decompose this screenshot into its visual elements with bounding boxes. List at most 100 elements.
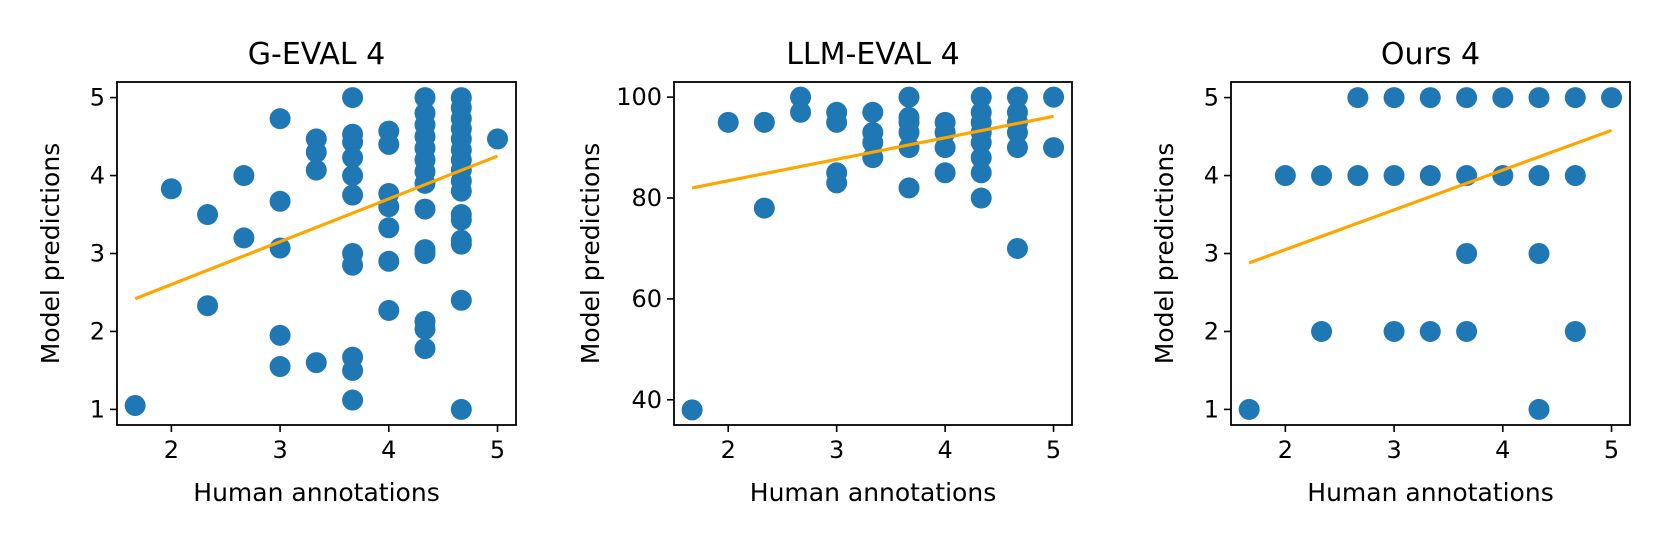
data-point	[305, 352, 327, 374]
data-point	[197, 204, 219, 226]
data-point	[378, 299, 400, 321]
plot-frame	[673, 81, 1073, 426]
data-point	[342, 87, 364, 109]
data-point	[862, 101, 884, 123]
data-point	[197, 295, 219, 317]
y-tick-label: 2	[90, 317, 105, 345]
x-tick-label: 2	[164, 436, 179, 464]
data-point	[414, 338, 436, 360]
trend-line	[134, 154, 499, 301]
y-tick-label: 5	[90, 84, 105, 112]
data-point	[898, 86, 920, 108]
trend-line	[1248, 128, 1613, 265]
data-point	[1238, 398, 1260, 420]
data-point	[1043, 86, 1065, 108]
data-point	[160, 178, 182, 200]
data-point	[1274, 165, 1296, 187]
data-point	[1383, 87, 1405, 109]
data-point	[450, 180, 472, 202]
data-point	[487, 128, 509, 150]
data-point	[1528, 87, 1550, 109]
data-point	[1043, 137, 1065, 159]
data-point	[1528, 165, 1550, 187]
data-point	[342, 254, 364, 276]
data-point	[414, 87, 436, 109]
data-point	[342, 359, 364, 381]
y-tick-label: 80	[631, 184, 662, 212]
y-axis-label: Model predictions	[36, 143, 65, 364]
data-point	[1528, 398, 1550, 420]
x-tick-label: 4	[381, 436, 396, 464]
data-point	[1564, 320, 1586, 342]
data-point	[1456, 87, 1478, 109]
data-point	[1347, 165, 1369, 187]
data-point	[1383, 165, 1405, 187]
chart-title: Ours 4	[1381, 37, 1480, 72]
data-point	[862, 132, 884, 154]
y-axis-label: Model predictions	[1150, 143, 1179, 364]
y-tick-label: 2	[1204, 317, 1219, 345]
data-point	[1564, 165, 1586, 187]
data-point	[269, 356, 291, 378]
data-point	[970, 86, 992, 108]
data-point	[342, 165, 364, 187]
data-point	[1492, 87, 1514, 109]
data-point	[1006, 137, 1028, 159]
data-point	[934, 162, 956, 184]
data-point	[378, 217, 400, 239]
data-point	[450, 398, 472, 420]
data-point	[717, 111, 739, 133]
plot-frame	[116, 81, 517, 426]
data-point	[269, 190, 291, 212]
data-point	[450, 233, 472, 255]
data-point	[970, 187, 992, 209]
data-point	[378, 250, 400, 272]
data-point	[342, 389, 364, 411]
y-axis-label: Model predictions	[576, 143, 605, 364]
data-point	[450, 289, 472, 311]
chart-panel-3: Ours 4 2 3 4 5 1 2 3 4 5 Human annotations Model pr…	[1150, 37, 1631, 507]
data-point	[970, 132, 992, 154]
chart-title: LLM-EVAL 4	[786, 37, 960, 72]
data-point	[233, 165, 255, 187]
data-point	[970, 147, 992, 169]
data-point	[1419, 320, 1441, 342]
y-tick-label: 3	[90, 240, 105, 268]
data-point	[305, 141, 327, 163]
data-point	[753, 197, 775, 219]
y-tick-label: 100	[616, 83, 662, 111]
chart-title: G-EVAL 4	[248, 37, 386, 72]
data-point	[1006, 237, 1028, 259]
x-tick-label: 2	[721, 436, 736, 464]
y-tick-label: 1	[90, 395, 105, 423]
chart-panel-2: LLM-EVAL 4 2 3 4 5 40 60 80 100 Human annotations…	[576, 37, 1073, 507]
data-point	[934, 137, 956, 159]
x-tick-label: 2	[1278, 436, 1293, 464]
x-axis-label: Human annotations	[193, 478, 439, 507]
data-point	[753, 111, 775, 133]
data-point	[826, 111, 848, 133]
data-point	[1347, 87, 1369, 109]
y-tick-label: 4	[90, 162, 105, 190]
x-tick-label: 5	[1046, 436, 1061, 464]
chart-panel-1: G-EVAL 4 2 3 4 5 1 2 3 4 5 Human annotations Model …	[36, 37, 517, 507]
y-tick-label: 4	[1204, 162, 1219, 190]
data-point	[1528, 243, 1550, 264]
y-tick-label: 40	[631, 386, 662, 414]
data-point	[790, 86, 812, 108]
x-axis-label: Human annotations	[750, 478, 996, 507]
x-tick-label: 3	[1386, 436, 1401, 464]
data-point	[1383, 320, 1405, 342]
x-tick-label: 4	[937, 436, 952, 464]
x-axis-label: Human annotations	[1307, 478, 1553, 507]
data-point	[305, 159, 327, 181]
data-point	[450, 209, 472, 231]
data-point	[269, 108, 291, 130]
data-point	[269, 324, 291, 346]
data-point	[1456, 320, 1478, 342]
plot-frame	[1230, 81, 1631, 426]
data-point	[378, 133, 400, 155]
data-point	[1456, 243, 1478, 264]
data-point	[1419, 165, 1441, 187]
